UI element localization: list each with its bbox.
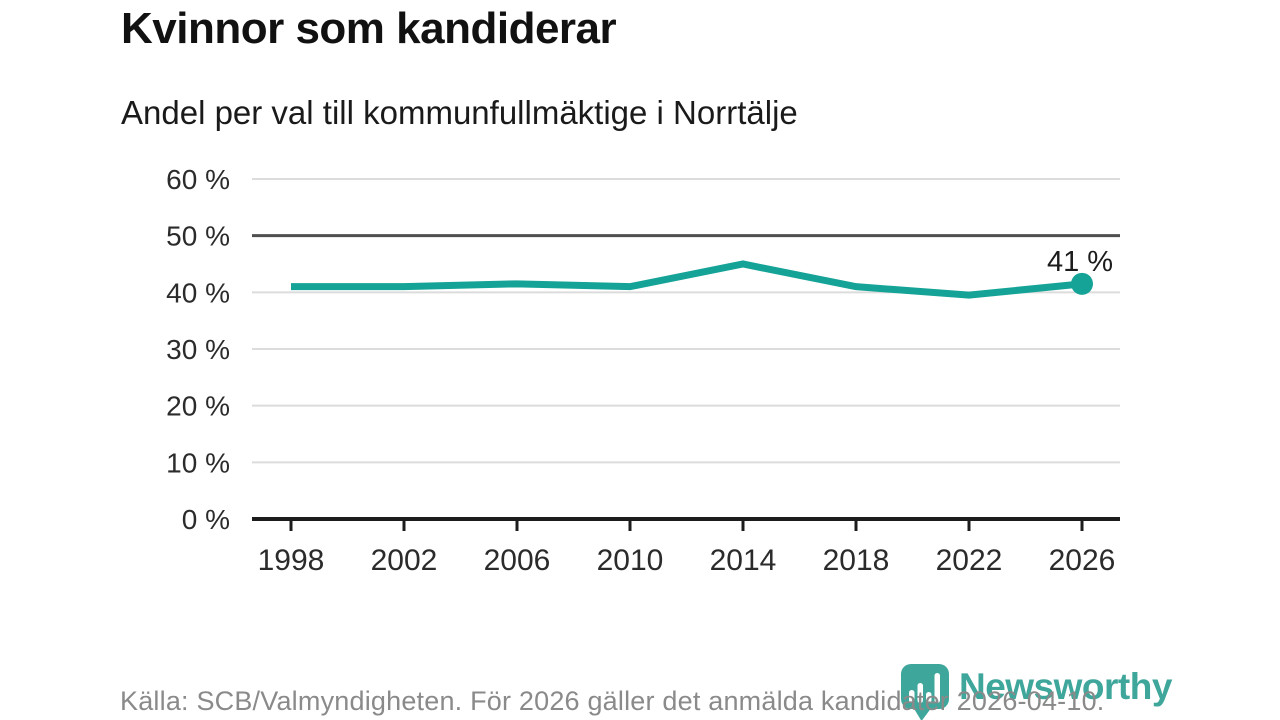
end-value-label: 41 % <box>1047 246 1113 278</box>
newsworthy-pin-chart-icon <box>901 664 949 720</box>
bar-chart-bar <box>934 673 940 703</box>
y-axis-tick-label: 30 % <box>166 334 230 365</box>
newsworthy-logo: Newsworthy <box>900 664 1172 720</box>
x-axis-tick-label: 2022 <box>936 544 1003 577</box>
bar-chart-bar <box>909 690 915 703</box>
end-point-marker <box>1071 272 1093 295</box>
y-axis-tick-label: 60 % <box>166 164 230 195</box>
y-axis-tick-label: 40 % <box>166 277 230 308</box>
series-line <box>291 260 1083 299</box>
bar-chart-bar <box>926 692 932 703</box>
x-axis-tick-label: 2014 <box>710 544 777 577</box>
pin-tail <box>913 707 932 720</box>
bar-chart-bar <box>917 683 923 703</box>
chart-subtitle: Andel per val till kommunfullmäktige i N… <box>121 94 798 131</box>
y-axis-tick-label: 10 % <box>166 447 230 478</box>
x-axis-tick-label: 2006 <box>484 544 551 577</box>
x-axis-tick-label: 1998 <box>258 544 325 577</box>
source-note: Källa: SCB/Valmyndigheten. För 2026 gäll… <box>120 686 1105 716</box>
y-axis-tick-label: 0 % <box>182 504 230 535</box>
x-axis-tick-label: 2010 <box>597 544 664 577</box>
page-title: Kvinnor som kandiderar <box>121 4 617 53</box>
newsworthy-wordmark: Newsworthy <box>959 666 1172 707</box>
x-axis-tick-label: 2026 <box>1049 544 1116 577</box>
y-axis-tick-label: 20 % <box>166 391 230 422</box>
x-axis-tick-label: 2002 <box>371 544 438 577</box>
y-axis-tick-label: 50 % <box>166 221 230 252</box>
x-axis-tick-label: 2018 <box>823 544 890 577</box>
